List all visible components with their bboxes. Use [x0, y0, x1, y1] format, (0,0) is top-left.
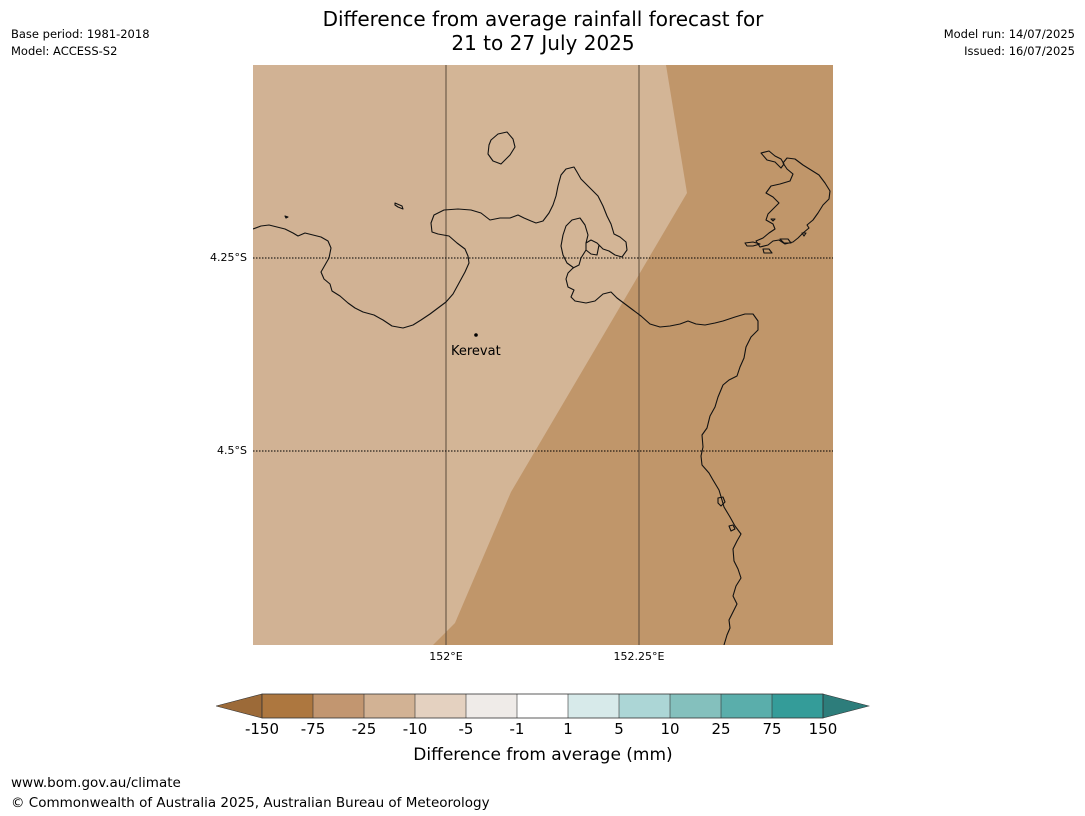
model-name: Model: ACCESS-S2 — [11, 44, 118, 58]
base-period: Base period: 1981-2018 — [11, 27, 150, 41]
colorbar-bin-11 — [772, 694, 823, 718]
colorbar-tick-5: -5 — [458, 720, 474, 738]
lat-label-4-25: 4.25°S — [210, 251, 247, 264]
region-below-average-lighter — [433, 65, 687, 645]
colorbar-tick-12: 150 — [808, 720, 838, 738]
meta-left: Base period: 1981-2018 Model: ACCESS-S2 — [11, 26, 150, 60]
colorbar-bin-2 — [313, 694, 364, 718]
footer-copyright: © Commonwealth of Australia 2025, Austra… — [11, 795, 490, 811]
colorbar-tick-10: 25 — [711, 720, 731, 738]
colorbar-bin-4 — [415, 694, 466, 718]
colorbar-bin-5 — [466, 694, 517, 718]
colorbar-tick-2: -75 — [300, 720, 326, 738]
region-below-average-dark — [433, 65, 833, 645]
colorbar — [216, 693, 870, 719]
colorbar-extend-low — [216, 693, 263, 719]
lat-label-4-5: 4.5°S — [217, 444, 247, 457]
colorbar-tick-4: -10 — [402, 720, 428, 738]
colorbar-tick-11: 75 — [762, 720, 782, 738]
coastline — [253, 131, 831, 645]
colorbar-bin-10 — [721, 694, 772, 718]
colorbar-tick-6: -1 — [509, 720, 525, 738]
colorbar-extend-high — [822, 693, 870, 719]
rainfall-map: Kerevat — [253, 65, 833, 645]
meta-right: Model run: 14/07/2025 Issued: 16/07/2025 — [944, 26, 1075, 60]
title-line-1: Difference from average rainfall forecas… — [322, 7, 764, 31]
colorbar-tick-3: -25 — [351, 720, 377, 738]
kerevat-label: Kerevat — [451, 344, 501, 359]
colorbar-bin-7 — [568, 694, 619, 718]
colorbar-bin-1 — [262, 694, 313, 718]
kerevat-marker — [474, 333, 478, 337]
colorbar-bin-9 — [670, 694, 721, 718]
issued-date: Issued: 16/07/2025 — [964, 44, 1075, 58]
colorbar-bin-6 — [517, 694, 568, 718]
colorbar-tick-9: 10 — [660, 720, 680, 738]
lon-label-152: 152°E — [429, 650, 463, 663]
lon-label-152-25: 152.25°E — [613, 650, 665, 663]
colorbar-tick-7: 1 — [563, 720, 573, 738]
title-line-2: 21 to 27 July 2025 — [451, 31, 635, 55]
colorbar-tick-8: 5 — [614, 720, 624, 738]
footer-url: www.bom.gov.au/climate — [11, 775, 181, 791]
map-title: Difference from average rainfall forecas… — [243, 7, 843, 55]
model-run: Model run: 14/07/2025 — [943, 27, 1075, 41]
colorbar-tick-1: -150 — [244, 720, 280, 738]
colorbar-bin-3 — [364, 694, 415, 718]
colorbar-bin-8 — [619, 694, 670, 718]
colorbar-title: Difference from average (mm) — [413, 745, 673, 765]
